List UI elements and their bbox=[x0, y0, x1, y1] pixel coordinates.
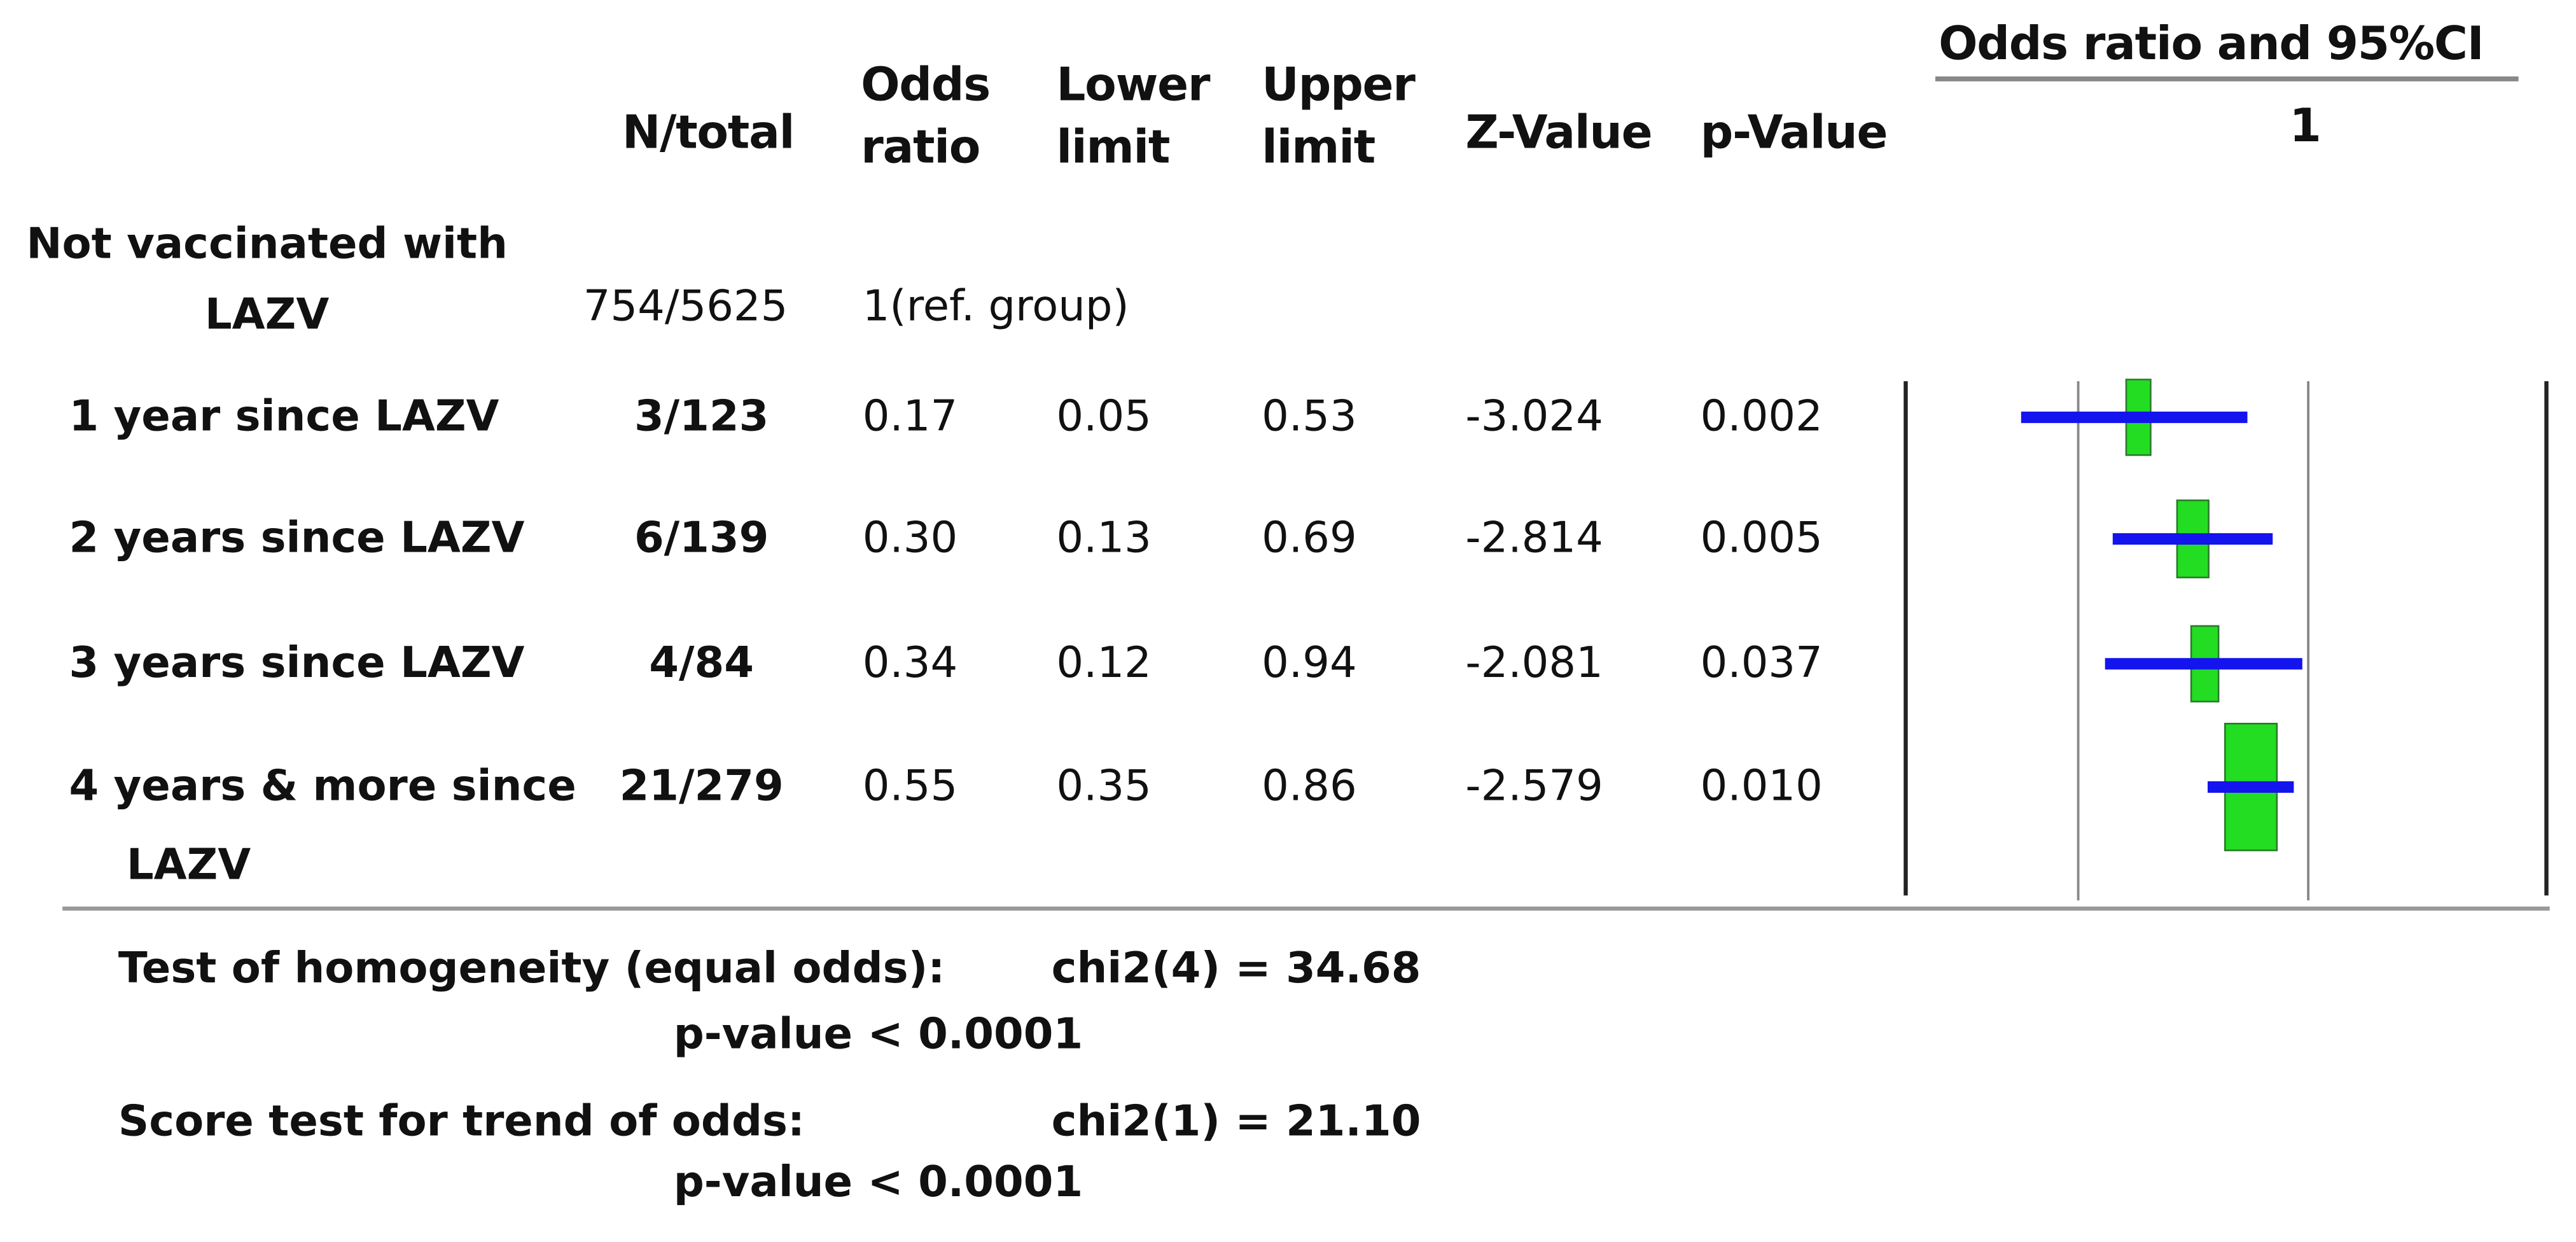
odds-ratio: 0.17 bbox=[862, 393, 958, 442]
reference-note: 1(ref. group) bbox=[862, 283, 1129, 332]
odds-ratio: 0.55 bbox=[862, 762, 958, 812]
z-value: -2.579 bbox=[1465, 762, 1603, 812]
plot-title: Odds ratio and 95%CI bbox=[1939, 16, 2484, 71]
column-header: Z-Value bbox=[1465, 105, 1652, 160]
p-value: 0.005 bbox=[1700, 514, 1823, 564]
column-header: N/total bbox=[622, 105, 795, 160]
upper-limit: 0.86 bbox=[1262, 762, 1357, 812]
row-label: 4 years & more since LAZV bbox=[69, 762, 576, 891]
column-header: Lower limit bbox=[1056, 57, 1210, 174]
z-value: -3.024 bbox=[1465, 393, 1603, 442]
lower-limit: 0.12 bbox=[1056, 639, 1152, 688]
lower-limit: 0.05 bbox=[1056, 393, 1152, 442]
test-p-value: p-value < 0.0001 bbox=[673, 1010, 1083, 1060]
n-total: 6/139 bbox=[634, 514, 769, 564]
n-total: 21/279 bbox=[619, 762, 784, 812]
odds-ratio: 0.34 bbox=[862, 639, 958, 688]
p-value: 0.002 bbox=[1700, 393, 1823, 442]
p-value: 0.037 bbox=[1700, 639, 1823, 688]
z-value: -2.081 bbox=[1465, 639, 1603, 688]
reference-label: Not vaccinated with LAZV bbox=[26, 220, 508, 340]
n-total: 3/123 bbox=[634, 393, 769, 442]
column-header: Odds ratio bbox=[861, 57, 991, 174]
test-p-value: p-value < 0.0001 bbox=[673, 1158, 1083, 1208]
n-total: 4/84 bbox=[649, 639, 754, 688]
test-statistic: chi2(4) = 34.68 bbox=[1051, 944, 1421, 994]
test-name: Test of homogeneity (equal odds): bbox=[118, 944, 945, 994]
lower-limit: 0.35 bbox=[1056, 762, 1152, 812]
lower-limit: 0.13 bbox=[1056, 514, 1152, 564]
upper-limit: 0.94 bbox=[1262, 639, 1357, 688]
test-name: Score test for trend of odds: bbox=[118, 1097, 805, 1147]
row-label: 1 year since LAZV bbox=[69, 393, 499, 442]
z-value: -2.814 bbox=[1465, 514, 1603, 564]
odds-ratio: 0.30 bbox=[862, 514, 958, 564]
row-label: 2 years since LAZV bbox=[69, 514, 525, 564]
column-header: p-Value bbox=[1700, 105, 1888, 160]
reference-n: 754/5625 bbox=[583, 283, 788, 332]
test-statistic: chi2(1) = 21.10 bbox=[1051, 1097, 1421, 1147]
upper-limit: 0.53 bbox=[1262, 393, 1357, 442]
column-header: Upper limit bbox=[1262, 57, 1416, 174]
upper-limit: 0.69 bbox=[1262, 514, 1357, 564]
x-tick-label: 1 bbox=[2289, 98, 2321, 153]
p-value: 0.010 bbox=[1700, 762, 1823, 812]
row-label: 3 years since LAZV bbox=[69, 639, 525, 688]
